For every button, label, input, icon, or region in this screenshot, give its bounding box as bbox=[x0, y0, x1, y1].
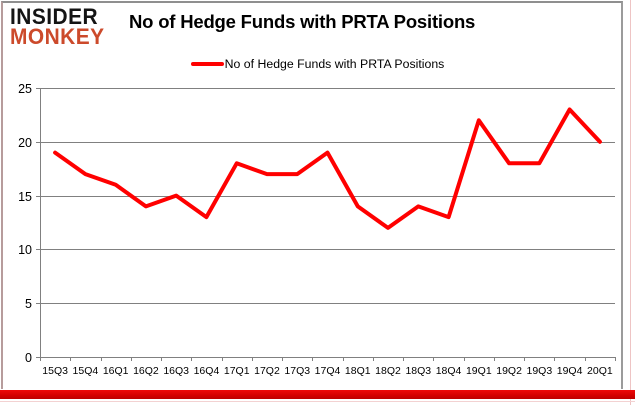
svg-text:17Q2: 17Q2 bbox=[254, 365, 280, 377]
insider-monkey-logo: INSIDER MONKEY bbox=[10, 4, 105, 50]
svg-text:19Q1: 19Q1 bbox=[466, 365, 492, 377]
outer-pink-edge-right bbox=[630, 0, 631, 405]
svg-text:16Q3: 16Q3 bbox=[163, 365, 189, 377]
svg-text:15: 15 bbox=[18, 190, 32, 204]
svg-text:16Q2: 16Q2 bbox=[133, 365, 159, 377]
svg-text:5: 5 bbox=[25, 297, 32, 311]
svg-text:20Q1: 20Q1 bbox=[587, 365, 613, 377]
outer-pink-edge-bottom bbox=[0, 401, 635, 402]
svg-text:19Q3: 19Q3 bbox=[526, 365, 552, 377]
svg-text:19Q2: 19Q2 bbox=[496, 365, 522, 377]
svg-text:19Q4: 19Q4 bbox=[557, 365, 583, 377]
svg-text:15Q3: 15Q3 bbox=[42, 365, 68, 377]
legend-label: No of Hedge Funds with PRTA Positions bbox=[224, 57, 445, 71]
svg-text:15Q4: 15Q4 bbox=[73, 365, 99, 377]
legend: No of Hedge Funds with PRTA Positions bbox=[0, 56, 635, 72]
svg-text:16Q4: 16Q4 bbox=[194, 365, 220, 377]
legend-line-swatch bbox=[190, 61, 224, 67]
svg-text:20: 20 bbox=[18, 136, 32, 150]
bottom-accent-bar bbox=[0, 390, 635, 399]
svg-text:10: 10 bbox=[18, 243, 32, 257]
svg-text:17Q3: 17Q3 bbox=[284, 365, 310, 377]
svg-text:18Q4: 18Q4 bbox=[436, 365, 462, 377]
svg-text:17Q4: 17Q4 bbox=[315, 365, 341, 377]
chart-title: No of Hedge Funds with PRTA Positions bbox=[129, 11, 476, 32]
logo-insider-text: INSIDER bbox=[10, 4, 99, 29]
svg-text:18Q2: 18Q2 bbox=[375, 365, 401, 377]
svg-text:17Q1: 17Q1 bbox=[224, 365, 250, 377]
logo-monkey-text: MONKEY bbox=[10, 24, 105, 50]
line-chart: 0 5 10 15 20 25 15Q3 15Q4 16Q1 16Q2 16Q3 16Q4 17Q1 17… bbox=[18, 82, 616, 377]
svg-text:18Q1: 18Q1 bbox=[345, 365, 371, 377]
svg-text:0: 0 bbox=[25, 351, 32, 365]
svg-text:25: 25 bbox=[18, 82, 32, 96]
svg-text:18Q3: 18Q3 bbox=[405, 365, 431, 377]
svg-text:16Q1: 16Q1 bbox=[103, 365, 129, 377]
